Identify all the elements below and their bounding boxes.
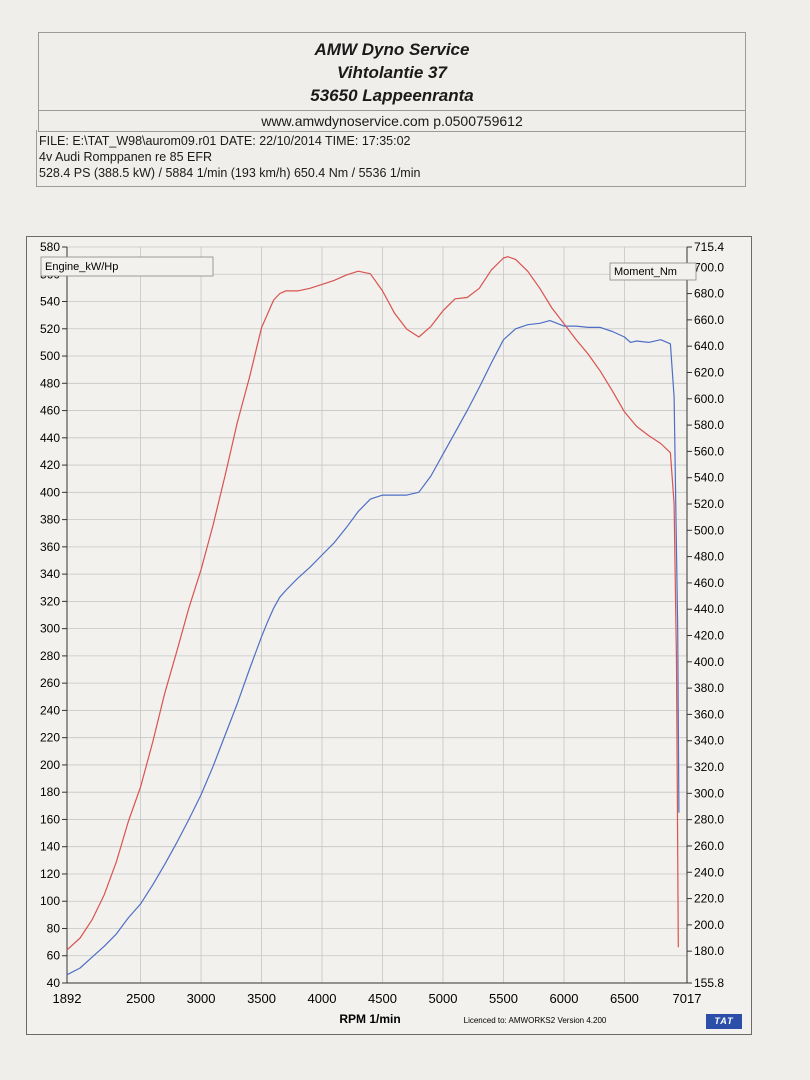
right-tick-label: 340.0 xyxy=(694,734,724,748)
right-tick-label: 620.0 xyxy=(694,365,724,379)
right-tick-label: 560.0 xyxy=(694,444,724,458)
left-tick-label: 280 xyxy=(40,649,60,663)
left-tick-label: 40 xyxy=(47,976,61,990)
dyno-chart: 40 60 80 100 120 140 160 180 200 220 240 260 280 300 3… xyxy=(40,240,724,1026)
tat-logo: TAT xyxy=(706,1014,742,1029)
left-tick-label: 380 xyxy=(40,513,60,527)
left-tick-label: 360 xyxy=(40,540,60,554)
right-tick-label: 400.0 xyxy=(694,655,724,669)
left-tick-label: 320 xyxy=(40,594,60,608)
licence-text: Licenced to: AMWORKS2 Version 4.200 xyxy=(464,1016,607,1025)
x-axis-label: RPM 1/min xyxy=(339,1012,400,1026)
right-tick-label: 360.0 xyxy=(694,707,724,721)
right-tick-label: 180.0 xyxy=(694,944,724,958)
file-info: FILE: E:\TAT_W98\aurom09.r01 DATE: 22/10… xyxy=(39,134,411,148)
right-tick-label: 480.0 xyxy=(694,550,724,564)
right-tick-label: 220.0 xyxy=(694,892,724,906)
run-info-box: FILE: E:\TAT_W98\aurom09.r01 DATE: 22/10… xyxy=(36,130,746,187)
x-tick-label: 3500 xyxy=(247,991,276,1006)
series-lines xyxy=(66,256,680,976)
left-tick-label: 300 xyxy=(40,622,60,636)
chart-frame: 40 60 80 100 120 140 160 180 200 220 240 260 280 300 3… xyxy=(26,236,752,1035)
right-tick-label: 380.0 xyxy=(694,681,724,695)
left-tick-label: 480 xyxy=(40,376,60,390)
torque-curve xyxy=(66,256,679,951)
left-tick-label: 180 xyxy=(40,785,60,799)
right-tick-label: 680.0 xyxy=(694,287,724,301)
website-line: www.amwdynoservice.com p.0500759612 xyxy=(38,110,746,132)
x-tick-label: 3000 xyxy=(187,991,216,1006)
right-tick-label: 300.0 xyxy=(694,786,724,800)
street-address: Vihtolantie 37 xyxy=(337,63,447,82)
left-axis-label: Engine_kW/Hp xyxy=(45,261,118,273)
left-tick-label: 80 xyxy=(47,921,61,935)
right-tick-label: 640.0 xyxy=(694,339,724,353)
left-legend-box xyxy=(40,256,214,277)
result-info: 528.4 PS (388.5 kW) / 5884 1/min (193 km… xyxy=(39,166,421,180)
left-tick-label: 580 xyxy=(40,240,60,254)
header-box: AMW Dyno Service Vihtolantie 37 53650 La… xyxy=(38,32,746,111)
left-tick-label: 160 xyxy=(40,812,60,826)
x-tick-label: 6000 xyxy=(550,991,579,1006)
left-tick-label: 260 xyxy=(40,676,60,690)
left-tick-label: 340 xyxy=(40,567,60,581)
car-info: 4v Audi Romppanen re 85 EFR xyxy=(39,150,213,164)
right-tick-label: 155.8 xyxy=(694,976,724,990)
right-tick-label: 600.0 xyxy=(694,392,724,406)
x-tick-label: 2500 xyxy=(126,991,155,1006)
x-tick-label: 4000 xyxy=(308,991,337,1006)
left-tick-label: 420 xyxy=(40,458,60,472)
right-tick-label: 240.0 xyxy=(694,865,724,879)
right-tick-label: 660.0 xyxy=(694,313,724,327)
right-tick-label: 280.0 xyxy=(694,813,724,827)
left-tick-label: 400 xyxy=(40,485,60,499)
x-tick-label: 4500 xyxy=(368,991,397,1006)
left-tick-label: 540 xyxy=(40,295,60,309)
x-tick-label: 5000 xyxy=(429,991,458,1006)
city-address: 53650 Lappeenranta xyxy=(310,86,474,105)
company-name: AMW Dyno Service xyxy=(314,40,470,59)
left-tick-label: 460 xyxy=(40,404,60,418)
left-tick-label: 120 xyxy=(40,867,60,881)
x-tick-label: 6500 xyxy=(610,991,639,1006)
right-tick-label: 420.0 xyxy=(694,629,724,643)
right-axis-label: Moment_Nm xyxy=(614,266,677,278)
right-tick-label: 520.0 xyxy=(694,497,724,511)
left-tick-label: 500 xyxy=(40,349,60,363)
right-tick-label: 460.0 xyxy=(694,576,724,590)
right-legend-box xyxy=(609,262,697,281)
right-tick-label: 200.0 xyxy=(694,918,724,932)
x-axis: 1892 2500 3000 3500 4000 4500 5000 5500 6000 6500… xyxy=(53,982,702,1006)
left-axis: 40 60 80 100 120 140 160 180 200 220 240 260 280 300 3… xyxy=(40,240,68,990)
left-tick-label: 440 xyxy=(40,431,60,445)
left-tick-label: 520 xyxy=(40,322,60,336)
right-tick-label: 715.4 xyxy=(694,240,724,254)
right-tick-label: 500.0 xyxy=(694,523,724,537)
x-tick-label: 1892 xyxy=(53,991,82,1006)
left-tick-label: 100 xyxy=(40,894,60,908)
x-tick-label: 7017 xyxy=(673,991,702,1006)
right-tick-label: 580.0 xyxy=(694,418,724,432)
right-tick-label: 700.0 xyxy=(694,260,724,274)
right-tick-label: 440.0 xyxy=(694,602,724,616)
x-tick-label: 5500 xyxy=(489,991,518,1006)
left-tick-label: 240 xyxy=(40,703,60,717)
right-tick-label: 540.0 xyxy=(694,471,724,485)
left-tick-label: 220 xyxy=(40,731,60,745)
power-curve xyxy=(66,319,680,976)
left-tick-label: 140 xyxy=(40,840,60,854)
right-tick-label: 320.0 xyxy=(694,760,724,774)
right-axis: 155.8 180.0 200.0 220.0 240.0 260.0 280.0 300.0… xyxy=(686,240,724,990)
left-tick-label: 60 xyxy=(47,949,61,963)
left-tick-label: 200 xyxy=(40,758,60,772)
right-tick-label: 260.0 xyxy=(694,839,724,853)
